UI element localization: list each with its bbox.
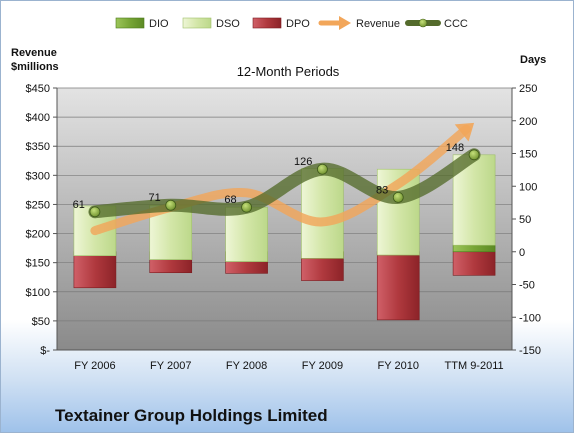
y-left-tick-label: $200 — [26, 229, 50, 241]
ccc-point — [468, 149, 480, 161]
y-left-tick-label: $250 — [26, 199, 50, 211]
legend-label-dio: DIO — [149, 18, 169, 30]
bar-dpo — [73, 251, 117, 289]
y-left-tick-label: $300 — [26, 170, 50, 182]
y-right-tick-label: -50 — [519, 280, 535, 292]
y-left-tick-label: $450 — [26, 83, 50, 95]
ccc-point — [317, 163, 328, 175]
y-right-label: Days — [520, 54, 546, 66]
y-right-tick-label: 50 — [519, 214, 531, 226]
y-right-tick-label: 100 — [519, 181, 537, 193]
bar-dpo — [452, 251, 496, 276]
legend-label-dpo: DPO — [286, 18, 310, 30]
y-right-tick-label: 200 — [519, 116, 537, 128]
legend-swatch-dso — [182, 17, 212, 29]
y-right-tick-label: -150 — [519, 345, 541, 357]
y-left-tick-label: $400 — [26, 112, 50, 124]
legend-swatch-dio — [115, 17, 145, 29]
ccc-point — [165, 199, 177, 211]
ccc-data-label: 68 — [224, 194, 236, 206]
legend-label-ccc: CCC — [444, 18, 468, 30]
company-title: Textainer Group Holdings Limited — [55, 406, 328, 425]
ccc-point — [89, 206, 101, 218]
x-tick-label: FY 2006 — [74, 360, 115, 372]
y-left-tick-label: $100 — [26, 287, 50, 299]
y-left-tick-label: $350 — [26, 141, 50, 153]
y-left-tick-label: $50 — [32, 316, 50, 328]
revenue-arrowhead — [454, 122, 475, 142]
ccc-data-label: 71 — [149, 192, 161, 204]
x-tick-label: FY 2007 — [150, 360, 191, 372]
ccc-data-label: 83 — [376, 184, 388, 196]
ccc-point — [241, 201, 252, 213]
y-left-tick-label: $- — [40, 345, 50, 357]
legend-label-revenue: Revenue — [356, 18, 400, 30]
legend-label-dso: DSO — [216, 18, 240, 30]
y-right-tick-label: 250 — [519, 83, 537, 95]
y-right-tick-label: 0 — [519, 247, 525, 259]
y-left-tick-label: $150 — [26, 258, 50, 270]
x-tick-label: FY 2010 — [378, 360, 419, 372]
legend-swatch-ccc — [405, 18, 441, 28]
x-tick-label: TTM 9-2011 — [445, 360, 504, 372]
y-left-label-line2: $millions — [11, 61, 59, 73]
chart-title: 12-Month Periods — [237, 64, 340, 79]
x-tick-label: FY 2009 — [302, 360, 343, 372]
y-right-tick-label: -100 — [519, 312, 541, 324]
ccc-point — [392, 191, 404, 203]
legend-swatch-dpo — [252, 17, 282, 29]
legend-swatch-revenue — [318, 16, 351, 30]
bar-dio — [452, 244, 496, 253]
ccc-data-label: 148 — [446, 142, 464, 154]
bar-dpo — [376, 251, 420, 321]
legend: DIO DSO DPO Revenue CCC — [115, 16, 468, 30]
x-tick-label: FY 2008 — [226, 360, 267, 372]
y-left-label-line1: Revenue — [11, 47, 57, 59]
y-right-tick-label: 150 — [519, 149, 537, 161]
ccc-data-label: 61 — [73, 199, 85, 211]
bar-dso — [301, 168, 344, 259]
ccc-data-label: 126 — [294, 156, 312, 168]
